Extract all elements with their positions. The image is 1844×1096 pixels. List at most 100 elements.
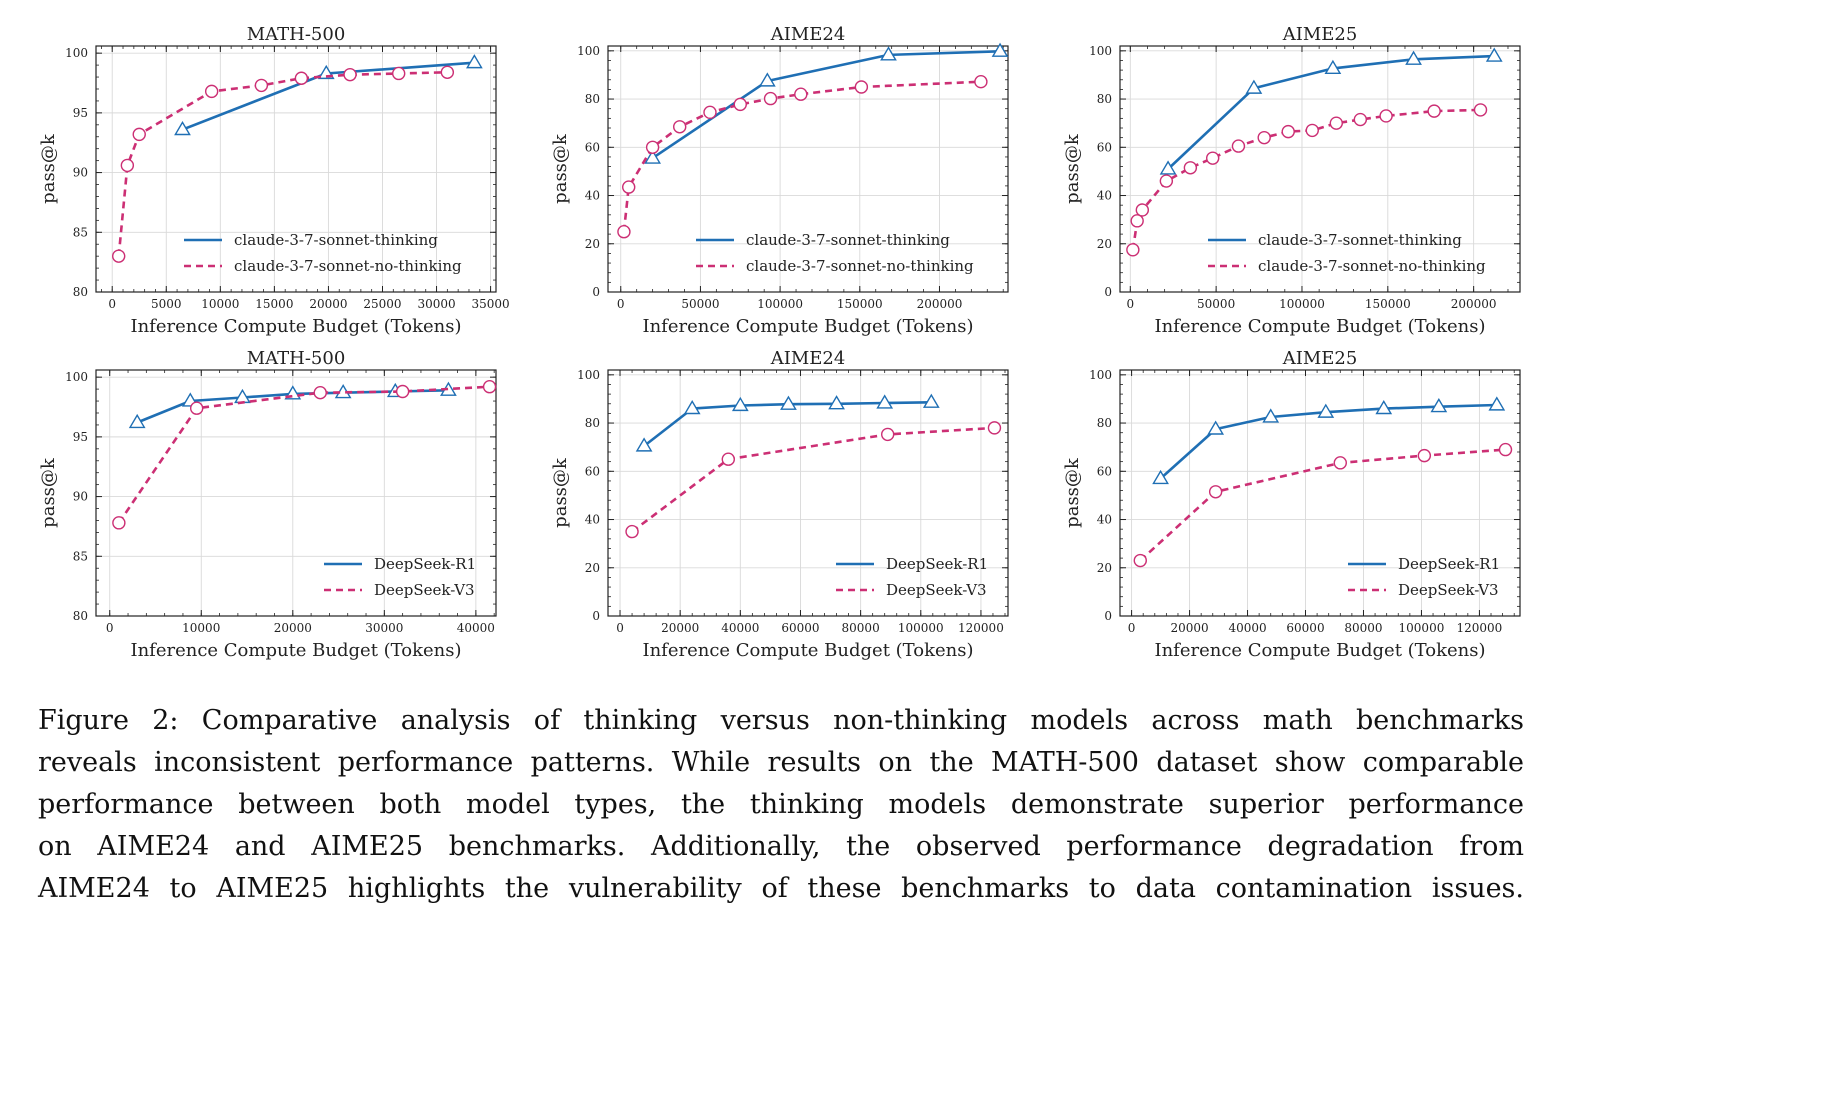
figure-grid: 0 5000 10000 15000 20000 25000 30000 3500080859… — [38, 24, 1521, 661]
triangle-marker — [1430, 398, 1448, 413]
x-tick-label: 20000 — [274, 621, 312, 635]
triangle-marker — [1324, 59, 1342, 75]
chart-title: MATH-500 — [247, 348, 346, 369]
x-axis-label: Inference Compute Budget (Tokens) — [130, 316, 461, 337]
y-tick-label: 60 — [1097, 464, 1112, 478]
chart-panel-5: 0 20000 40000 60000 80000 100000 120000 0 20 40 60… — [550, 348, 1009, 661]
y-tick-label: 40 — [1097, 513, 1112, 527]
x-tick-label: 60000 — [781, 621, 819, 635]
y-tick-label: 20 — [1097, 237, 1112, 251]
x-axis-label: Inference Compute Budget (Tokens) — [1154, 316, 1485, 337]
y-tick-label: 40 — [585, 513, 600, 527]
y-axis-label: pass@k — [1062, 133, 1083, 204]
plot-frame — [1119, 45, 1521, 293]
chart-title: AIME25 — [1282, 24, 1358, 45]
y-tick-label: 95 — [73, 106, 88, 120]
triangle-marker — [1262, 408, 1280, 423]
caption-line: reveals inconsistent performance pattern… — [38, 747, 1524, 778]
chart-panel-4: 0 10000 20000 30000 40000 80 85 90 95 100 MATH-500… — [38, 348, 497, 661]
circle-marker — [440, 65, 455, 79]
caption-line: on AIME24 and AIME25 benchmarks. Additio… — [38, 831, 1524, 862]
y-tick-label: 100 — [577, 368, 600, 382]
legend-label: DeepSeek-V3 — [1398, 581, 1499, 599]
y-tick-label: 100 — [1089, 44, 1112, 58]
circle-marker — [1281, 124, 1295, 139]
y-tick-label: 0 — [592, 609, 600, 623]
legend-label: DeepSeek-R1 — [374, 555, 476, 573]
circle-marker — [1473, 103, 1488, 117]
x-tick-label: 50000 — [681, 297, 719, 311]
y-tick-label: 60 — [585, 464, 600, 478]
triangle-marker — [1317, 403, 1335, 418]
x-tick-label: 30000 — [365, 621, 403, 635]
x-axis-label: Inference Compute Budget (Tokens) — [642, 640, 973, 661]
legend-label: DeepSeek-R1 — [1398, 555, 1500, 573]
y-tick-label: 85 — [73, 549, 88, 563]
circle-marker — [392, 66, 406, 81]
x-tick-label: 0 — [1128, 621, 1136, 635]
circle-marker — [254, 78, 269, 93]
plot-frame — [607, 369, 1009, 617]
chart-panel-6: 0 20000 40000 60000 80000 100000 120000 0 20 40 60… — [1062, 348, 1521, 661]
circle-marker — [1417, 448, 1432, 463]
circle-marker — [1379, 109, 1393, 123]
x-tick-label: 120000 — [1457, 621, 1503, 635]
triangle-marker — [1405, 50, 1422, 65]
triangle-marker — [1152, 469, 1169, 485]
y-tick-label: 20 — [585, 237, 600, 251]
circle-marker — [204, 84, 219, 99]
x-tick-label: 0 — [106, 621, 114, 635]
circle-marker — [974, 74, 988, 89]
circle-marker — [343, 67, 357, 82]
circle-marker — [1208, 485, 1223, 499]
x-tick-label: 100000 — [1279, 297, 1325, 311]
triangle-marker — [1207, 420, 1225, 435]
triangle-marker — [1485, 47, 1503, 62]
x-tick-label: 0 — [1126, 297, 1134, 311]
plot-frame — [1119, 369, 1521, 617]
triangle-marker — [991, 42, 1009, 57]
legend-label: DeepSeek-V3 — [374, 581, 475, 599]
x-tick-label: 15000 — [255, 297, 293, 311]
triangle-marker — [880, 46, 897, 61]
y-tick-label: 60 — [1097, 140, 1112, 154]
triangle-marker — [780, 395, 797, 410]
triangle-marker — [635, 437, 653, 452]
y-tick-label: 80 — [73, 285, 88, 299]
circle-marker — [794, 87, 808, 101]
circle-marker — [987, 421, 1002, 435]
circle-marker — [880, 427, 895, 442]
y-tick-label: 90 — [73, 166, 88, 180]
x-tick-label: 30000 — [417, 297, 455, 311]
chart-panel-2: 0 50000 100000 150000 200000 0 20 40 60 80 100 AIME… — [550, 24, 1009, 337]
x-axis-label: Inference Compute Budget (Tokens) — [130, 640, 461, 661]
chart-panel-3: 0 50000 100000 150000 200000 0 20 40 60 80 100 AIME… — [1062, 24, 1521, 337]
circle-marker — [1130, 214, 1144, 228]
circle-marker — [1333, 456, 1347, 470]
chart-title: MATH-500 — [247, 24, 346, 45]
circle-marker — [1133, 553, 1147, 568]
y-tick-label: 0 — [592, 285, 600, 299]
plot-frame — [95, 369, 497, 617]
legend-label: claude-3-7-sonnet-thinking — [746, 231, 950, 249]
y-axis-label: pass@k — [38, 133, 59, 204]
x-axis-label: Inference Compute Budget (Tokens) — [1154, 640, 1485, 661]
y-tick-label: 90 — [73, 490, 88, 504]
circle-marker — [625, 524, 639, 539]
series-line-no-thinking — [117, 385, 490, 524]
chart-title: AIME24 — [770, 24, 846, 45]
circle-marker — [395, 384, 410, 399]
triangle-marker — [758, 72, 776, 87]
y-tick-label: 100 — [65, 46, 88, 60]
triangle-marker — [1159, 160, 1177, 175]
triangle-marker — [174, 120, 191, 136]
y-tick-label: 40 — [1097, 189, 1112, 203]
circle-marker — [1427, 104, 1441, 118]
x-tick-label: 0 — [617, 297, 625, 311]
legend-label: claude-3-7-sonnet-thinking — [1258, 231, 1462, 249]
y-tick-label: 40 — [585, 189, 600, 203]
x-tick-label: 20000 — [1170, 621, 1208, 635]
circle-marker — [721, 452, 736, 466]
y-tick-label: 100 — [65, 370, 88, 384]
circle-marker — [1231, 139, 1246, 153]
